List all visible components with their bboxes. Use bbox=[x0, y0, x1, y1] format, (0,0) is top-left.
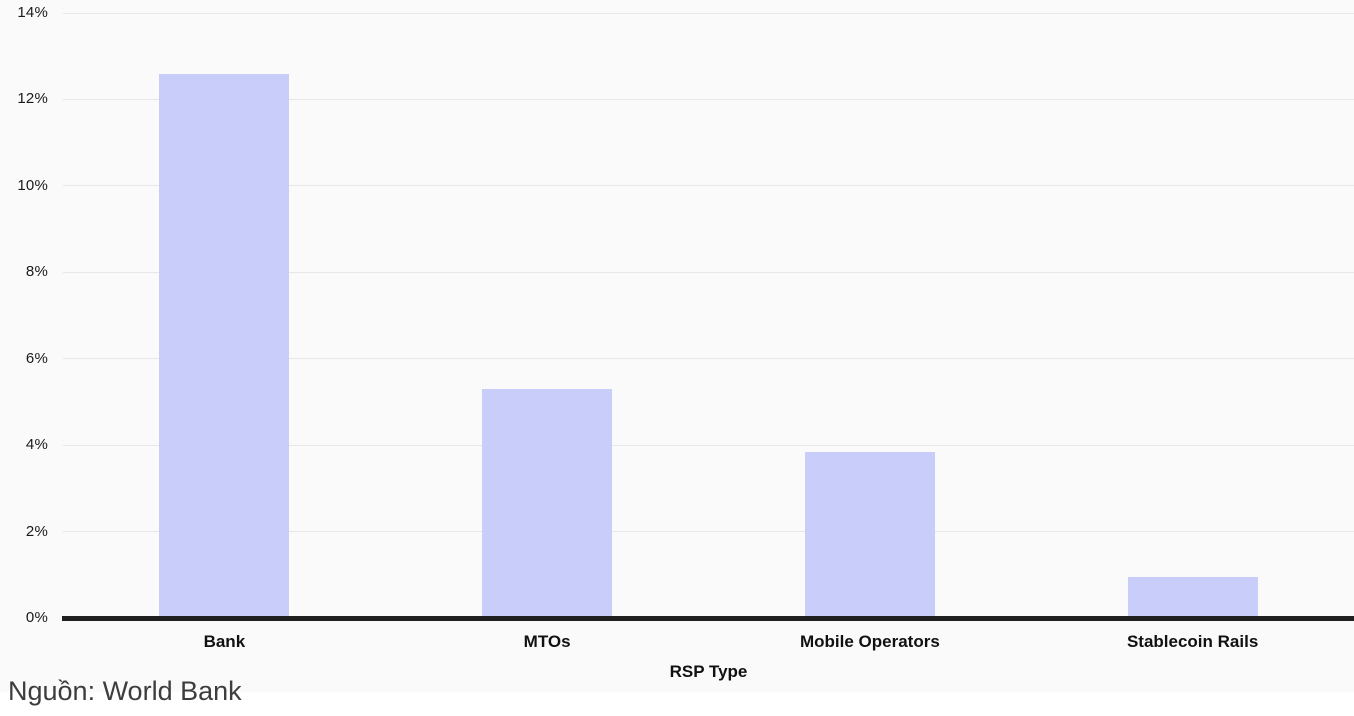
gridline-6pct bbox=[63, 358, 1354, 360]
x-axis-title: RSP Type bbox=[669, 662, 748, 681]
y-tick-label-4pct: 4% bbox=[25, 436, 48, 454]
bar-stablecoin-rails bbox=[1127, 576, 1258, 618]
y-tick-label-12pct: 12% bbox=[17, 90, 48, 108]
x-category-label-bank: Bank bbox=[203, 632, 246, 651]
y-tick-label-10pct: 10% bbox=[17, 176, 48, 194]
x-category-label-mobile-operators: Mobile Operators bbox=[799, 632, 940, 651]
bar-mtos bbox=[482, 388, 613, 618]
x-category-label-mtos: MTOs bbox=[523, 632, 571, 651]
y-tick-label-0pct: 0% bbox=[25, 609, 48, 626]
gridline-8pct bbox=[63, 271, 1354, 273]
gridline-4pct bbox=[63, 444, 1354, 446]
gridline-12pct bbox=[63, 98, 1354, 100]
gridline-10pct bbox=[63, 185, 1354, 187]
y-tick-label-2pct: 2% bbox=[25, 522, 48, 540]
x-category-label-stablecoin-rails: Stablecoin Rails bbox=[1126, 632, 1259, 651]
source-caption: Nguồn: World Bank bbox=[8, 676, 242, 706]
y-tick-label-14pct: 14% bbox=[17, 4, 48, 21]
y-tick-label-6pct: 6% bbox=[25, 349, 48, 367]
gridline-2pct bbox=[63, 531, 1354, 533]
bar-mobile-operators bbox=[804, 451, 935, 618]
y-tick-label-8pct: 8% bbox=[25, 263, 48, 281]
x-axis-line bbox=[62, 616, 1354, 621]
bar-chart: RSP Type 0% 2% 4% 6% 8% 10% 12% 14% Bank MTOs Mobi… bbox=[17, 4, 1354, 681]
gridline-14pct bbox=[63, 12, 1354, 14]
bar-bank bbox=[159, 73, 290, 618]
